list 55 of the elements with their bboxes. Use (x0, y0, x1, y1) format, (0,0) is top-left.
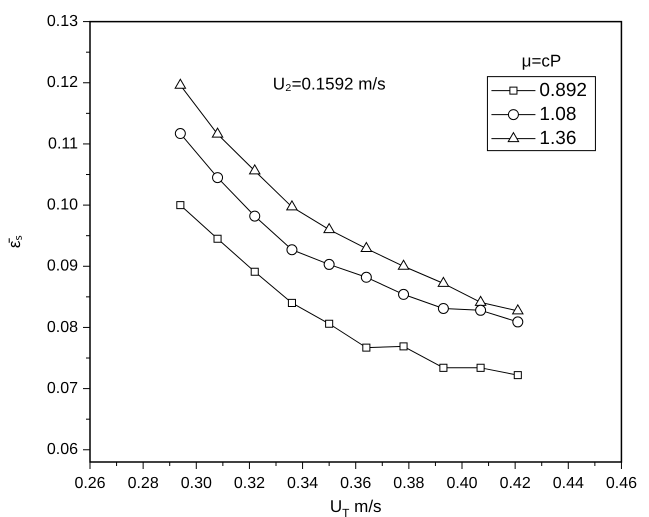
point (398, 260, 410, 270)
point (400, 342, 408, 350)
point (249, 210, 260, 222)
y-tick-label: 0.11 (48, 135, 78, 152)
x-tick-label: 0.34 (287, 475, 318, 492)
legend-title: μ=cP (522, 52, 562, 71)
x-tick-label: 0.30 (180, 475, 212, 492)
legend-label: 1.08 (539, 104, 576, 125)
point (362, 344, 370, 352)
x-tick-label: 0.26 (74, 475, 106, 492)
x-tick-label: 0.28 (128, 475, 159, 492)
point (475, 304, 486, 316)
point (323, 223, 335, 234)
x-tick-label: 0.42 (500, 475, 531, 492)
point (214, 234, 222, 243)
point (212, 172, 224, 184)
x-tick-label: 0.40 (446, 475, 478, 492)
legend-label: 1.36 (539, 128, 576, 149)
point (360, 242, 372, 252)
point (325, 320, 334, 328)
x-tick-label: 0.38 (393, 475, 425, 492)
point (288, 298, 296, 307)
y-tick-label: 0.10 (46, 196, 78, 214)
point (512, 316, 524, 328)
point (514, 371, 522, 380)
point (212, 128, 224, 138)
annotation: U₂=0.1592 m/s (272, 74, 386, 94)
point (250, 268, 259, 276)
legend-label: 0.892 (539, 80, 587, 101)
point (324, 258, 335, 270)
x-tick-label: 0.44 (552, 475, 584, 492)
point (474, 296, 486, 306)
point (176, 201, 184, 210)
point (174, 78, 186, 89)
point (286, 244, 298, 256)
y-tick-label: 0.13 (46, 13, 78, 30)
point (438, 276, 450, 287)
y-tick-label: 0.09 (46, 258, 78, 275)
y-axis-title: ε̄ₛ (5, 235, 24, 248)
x-tick-label: 0.46 (606, 475, 638, 492)
point (360, 272, 372, 283)
y-tick-label: 0.12 (46, 74, 78, 92)
point (398, 288, 410, 300)
point (438, 302, 449, 314)
y-tick-label: 0.06 (46, 441, 78, 458)
y-tick-label: 0.08 (46, 318, 78, 336)
x-tick-label: 0.32 (234, 475, 266, 492)
point (249, 164, 260, 174)
point (476, 364, 485, 372)
point (286, 200, 298, 210)
point (174, 128, 186, 140)
x-tick-label: 0.36 (340, 475, 372, 492)
point (439, 364, 448, 372)
point (512, 304, 524, 314)
y-tick-label: 0.07 (46, 380, 78, 398)
